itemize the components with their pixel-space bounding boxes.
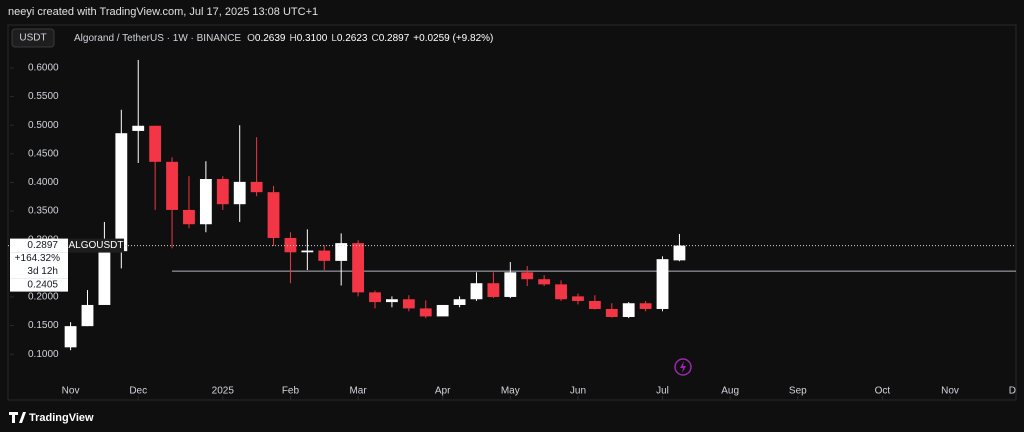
y-tick-label: 0.5000 [28, 120, 59, 131]
ohlc-value: 0.2623 [337, 33, 368, 44]
ohlc-value: 0.2897 [379, 33, 410, 44]
currency-label: USDT [19, 33, 46, 44]
candle-body [115, 133, 128, 252]
candle-body [656, 259, 669, 309]
candle-body [267, 192, 280, 238]
event-icon[interactable] [674, 358, 692, 376]
brand: TradingView [29, 412, 94, 424]
other-price-box [10, 278, 68, 292]
symbol-info: Algorand / TetherUS · 1W · BINANCE [74, 33, 241, 44]
event-circle [674, 358, 692, 376]
x-tick-label: Apr [435, 386, 451, 397]
x-tick-label: Aug [721, 386, 739, 397]
y-tick-label: 0.1000 [28, 349, 59, 360]
candle-body [250, 181, 263, 193]
candle-body [487, 283, 500, 297]
x-tick-label: Dec [1009, 386, 1024, 397]
footer-logo: TradingView [9, 412, 94, 424]
symbol-label: ALGOUSDT [68, 240, 123, 251]
change-legend: +0.0259 (+9.82%) [413, 33, 493, 44]
candle-body [132, 125, 145, 131]
candle-body [369, 292, 381, 303]
candle-body [436, 304, 449, 317]
candle-body [149, 125, 162, 162]
candle-body [81, 304, 94, 327]
chart-panel [7, 24, 1017, 401]
candle-body [538, 279, 551, 285]
x-tick-label: May [501, 386, 520, 397]
candle-body [470, 283, 483, 300]
other-price-label: 0.2405 [27, 280, 58, 291]
x-tick-label: Jun [570, 386, 586, 397]
y-tick-label: 0.6000 [28, 63, 59, 74]
y-tick-label: 0.2000 [28, 292, 59, 303]
candle-body [352, 243, 365, 293]
candle-body [588, 300, 601, 309]
candle-body [402, 299, 415, 309]
event-bolt [680, 361, 686, 373]
x-tick-label: 2025 [212, 386, 235, 397]
candle-body [199, 179, 212, 225]
x-tick-label: Sep [789, 386, 807, 397]
y-tick-label: 0.4500 [28, 148, 59, 159]
ohlc-value: 0.2639 [255, 33, 286, 44]
candle-body [639, 303, 652, 309]
last-price-label: 0.2897 [27, 240, 58, 251]
candle-body [216, 179, 229, 205]
ohlc-key: C [371, 33, 378, 44]
x-tick-label: Dec [129, 386, 147, 397]
candle-body [233, 181, 246, 205]
countdown-label: 3d 12h [27, 266, 58, 277]
last-price-box [10, 238, 68, 253]
symbol-legend: Algorand / TetherUS · 1W · BINANCE O0.263… [74, 33, 493, 44]
x-tick-label: Feb [282, 386, 300, 397]
ohlc-key: O [247, 33, 255, 44]
x-tick-label: Nov [941, 386, 959, 397]
header: neeyi created with TradingView.com, Jul … [8, 6, 318, 18]
info-box [10, 252, 68, 279]
x-tick-label: Nov [62, 386, 80, 397]
candle-body [605, 308, 618, 317]
x-tick-label: Oct [875, 386, 891, 397]
candle-body [622, 303, 635, 317]
candle-body [386, 299, 398, 303]
symbol-box [68, 238, 124, 253]
candle-body [453, 299, 466, 305]
y-tick-label: 0.4000 [28, 177, 59, 188]
candle-body [521, 272, 534, 280]
x-tick-label: Mar [349, 386, 367, 397]
ohlc-key: H [289, 33, 296, 44]
candle-body [504, 272, 517, 297]
candle-body [64, 326, 77, 348]
candle-body [335, 243, 348, 261]
ohlc-value: 0.3100 [297, 33, 328, 44]
candle-body [318, 250, 331, 261]
y-tick-label: 0.5500 [28, 91, 59, 102]
candle-body [419, 308, 432, 317]
logo-icon [9, 412, 26, 423]
candle-body [301, 250, 314, 253]
currency-button[interactable] [11, 28, 55, 48]
candle-body [98, 251, 111, 305]
candle-body [183, 209, 195, 225]
candle-body [166, 161, 178, 210]
x-tick-label: Jul [656, 386, 669, 397]
y-tick-label: 0.1500 [28, 320, 59, 331]
change-label: +164.32% [15, 253, 60, 264]
ohlc-key: L [331, 33, 337, 44]
candle-body [555, 284, 567, 300]
candle-body [673, 245, 686, 261]
candle-body [572, 296, 584, 301]
y-tick-label: 0.3500 [28, 206, 59, 217]
